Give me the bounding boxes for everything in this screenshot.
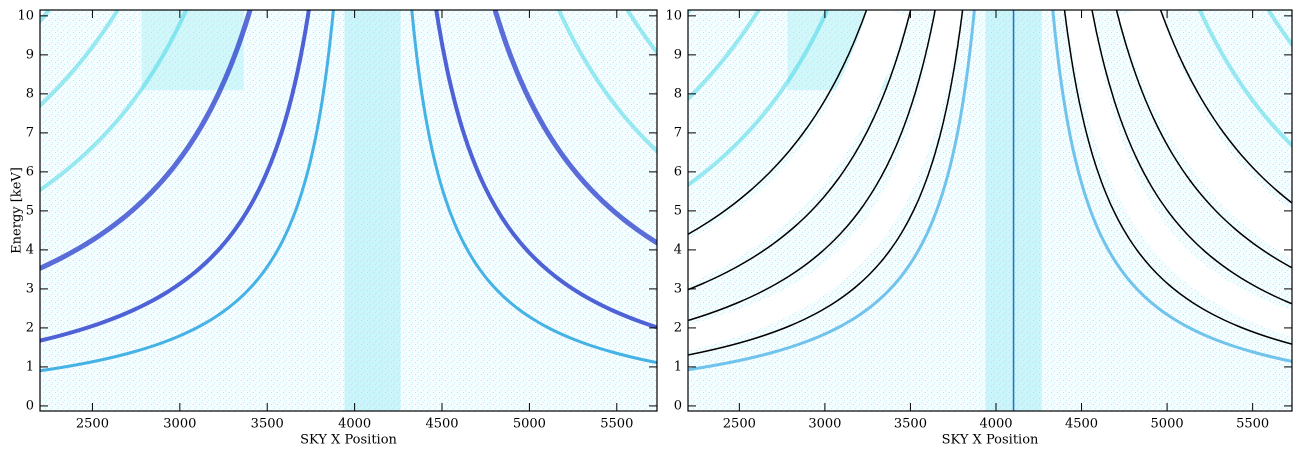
- order-arc: [40, 10, 189, 193]
- y-tick-label: 1: [26, 359, 34, 374]
- order-arc: [1119, 10, 1292, 260]
- order-arc: [688, 10, 761, 102]
- y-tick-label: 9: [26, 47, 34, 62]
- y-tick-label: 1: [674, 359, 682, 374]
- order-arc: [557, 10, 657, 154]
- y-tick-label: 8: [674, 86, 682, 101]
- x-tick-label: 5000: [513, 417, 546, 432]
- y-tick-label: 3: [674, 281, 682, 296]
- x-tick-label: 2500: [723, 417, 756, 432]
- y-tick-label: 7: [26, 125, 34, 140]
- order-arc: [688, 10, 962, 351]
- y-tick-label: 7: [674, 125, 682, 140]
- y-tick-label: 5: [26, 203, 34, 218]
- chip-gap: [141, 10, 244, 91]
- panel: 2500 3000 3500 4000 4500 5000 5500 0 1 2 3 4 5 6 7 8 9 10…: [10, 8, 658, 448]
- y-axis-label: Energy [keV]: [10, 167, 25, 254]
- x-tick-label: 3000: [163, 417, 196, 432]
- y-tick-label: 3: [26, 281, 34, 296]
- y-tick-label: 6: [674, 164, 682, 179]
- y-tick-label: 0: [26, 398, 34, 413]
- image-area: [40, 10, 657, 411]
- x-tick-label: 4500: [1065, 417, 1098, 432]
- order-arc: [1063, 10, 1292, 345]
- order-arc: [1159, 10, 1292, 204]
- order-arc: [40, 10, 311, 343]
- x-axis-label: SKY X Position: [942, 433, 1039, 448]
- x-tick-label: 5500: [600, 417, 633, 432]
- order-arc: [492, 10, 657, 246]
- order-arc: [688, 10, 868, 236]
- order-arc: [688, 10, 976, 372]
- order-arc: [40, 10, 120, 109]
- order-arc: [1065, 10, 1292, 338]
- x-axis-label: SKY X Position: [300, 433, 397, 448]
- y-tick-label: 4: [674, 242, 682, 257]
- image-area: [688, 10, 1292, 411]
- y-tick-label: 0: [674, 398, 682, 413]
- y-tick-label: 10: [665, 8, 682, 23]
- order-arc: [1115, 10, 1292, 269]
- panel: 2500 3000 3500 4000 4500 5000 5500 0 1 2 3 4 5 6 7 8 9 10…: [665, 8, 1293, 448]
- y-tick-label: 6: [26, 164, 34, 179]
- order-arc: [410, 10, 657, 365]
- y-tick-label: 5: [674, 203, 682, 218]
- y-tick-label: 10: [17, 8, 34, 23]
- x-tick-label: 4000: [338, 417, 371, 432]
- order-arc: [1091, 10, 1292, 305]
- x-tick-label: 4000: [979, 417, 1012, 432]
- x-tick-label: 5500: [1236, 417, 1269, 432]
- order-arc: [688, 10, 936, 322]
- y-tick-label: 8: [26, 86, 34, 101]
- y-tick-label: 9: [674, 47, 682, 62]
- order-arc: [688, 10, 964, 356]
- order-arc: [40, 10, 253, 272]
- x-tick-label: 3500: [251, 417, 284, 432]
- x-tick-label: 3500: [894, 417, 927, 432]
- order-arc: [1197, 10, 1292, 149]
- x-tick-label: 4500: [425, 417, 458, 432]
- order-arc: [688, 10, 830, 188]
- background: [40, 10, 657, 411]
- y-tick-label: 4: [26, 242, 34, 257]
- order-arc: [688, 10, 908, 285]
- order-arc: [688, 10, 912, 291]
- order-arc: [1051, 10, 1292, 363]
- order-arc: [434, 10, 657, 330]
- order-arc: [40, 10, 335, 373]
- y-tick-label: 2: [26, 320, 34, 335]
- x-tick-label: 3000: [808, 417, 841, 432]
- y-tick-label: 2: [674, 320, 682, 335]
- x-tick-label: 2500: [76, 417, 109, 432]
- x-tick-label: 5000: [1151, 417, 1184, 432]
- zeroth-order: [344, 10, 401, 411]
